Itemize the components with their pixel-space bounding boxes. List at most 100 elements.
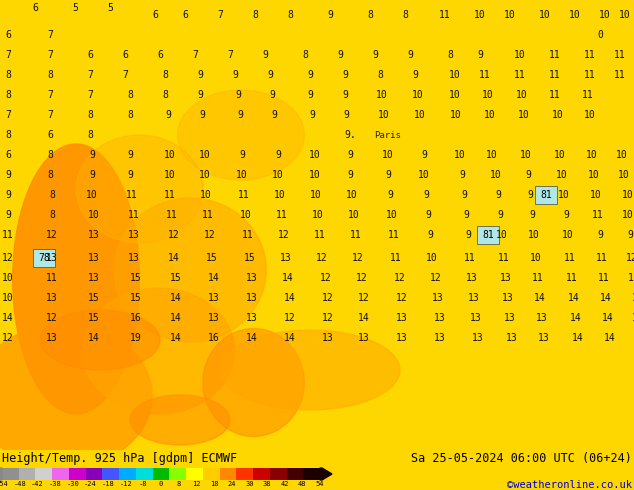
- Bar: [69, 468, 86, 480]
- Text: -24: -24: [84, 481, 97, 487]
- Text: 7: 7: [47, 110, 53, 120]
- Text: 10: 10: [2, 273, 14, 283]
- Text: 9: 9: [267, 70, 273, 80]
- Text: 11: 11: [582, 90, 594, 100]
- Text: 10: 10: [376, 90, 388, 100]
- Text: 13: 13: [246, 273, 258, 283]
- Text: 10: 10: [496, 230, 508, 240]
- Text: 9: 9: [237, 110, 243, 120]
- Text: 10: 10: [588, 170, 600, 180]
- Text: 11: 11: [614, 50, 626, 60]
- Text: 13: 13: [46, 293, 58, 303]
- Text: 13: 13: [46, 253, 58, 263]
- Text: 16: 16: [130, 313, 142, 323]
- Text: 13: 13: [434, 333, 446, 343]
- Text: 13: 13: [500, 273, 512, 283]
- Text: 15: 15: [170, 273, 182, 283]
- Text: 13: 13: [128, 253, 140, 263]
- Text: 7: 7: [5, 110, 11, 120]
- Text: 9: 9: [127, 150, 133, 160]
- Text: 48: 48: [298, 481, 307, 487]
- Text: 54: 54: [316, 481, 324, 487]
- Text: 12: 12: [396, 293, 408, 303]
- Text: 10: 10: [346, 190, 358, 200]
- Text: 12: 12: [192, 481, 200, 487]
- Ellipse shape: [178, 90, 304, 180]
- Text: 8: 8: [49, 210, 55, 220]
- Text: 6: 6: [157, 50, 163, 60]
- Text: 10: 10: [599, 10, 611, 20]
- Text: 12: 12: [46, 313, 58, 323]
- Text: 11: 11: [564, 253, 576, 263]
- Text: 10: 10: [272, 170, 284, 180]
- Text: 14: 14: [168, 253, 180, 263]
- Text: 10: 10: [518, 110, 530, 120]
- Text: 9: 9: [387, 190, 393, 200]
- Text: 10: 10: [504, 10, 516, 20]
- Text: 13: 13: [280, 253, 292, 263]
- Text: 13: 13: [466, 273, 478, 283]
- Text: 15: 15: [130, 273, 142, 283]
- Text: 0: 0: [159, 481, 163, 487]
- Text: 12: 12: [204, 230, 216, 240]
- Text: 10: 10: [88, 210, 100, 220]
- Text: 8: 8: [49, 190, 55, 200]
- Text: 12: 12: [322, 293, 334, 303]
- Text: 7: 7: [87, 90, 93, 100]
- Text: 7: 7: [227, 50, 233, 60]
- Text: 9: 9: [199, 110, 205, 120]
- Text: 9: 9: [427, 230, 433, 240]
- Bar: [86, 468, 103, 480]
- Text: 6: 6: [32, 3, 38, 13]
- Text: 8: 8: [176, 481, 181, 487]
- Text: 8: 8: [5, 130, 11, 140]
- FancyBboxPatch shape: [33, 249, 55, 267]
- Text: 9: 9: [527, 190, 533, 200]
- Text: 6: 6: [152, 10, 158, 20]
- Text: 9: 9: [385, 170, 391, 180]
- Text: 11: 11: [628, 273, 634, 283]
- Text: 11: 11: [498, 253, 510, 263]
- Text: 14: 14: [534, 293, 546, 303]
- Text: 10: 10: [556, 170, 568, 180]
- Text: 14: 14: [208, 273, 220, 283]
- Text: 9: 9: [127, 170, 133, 180]
- Text: 10: 10: [584, 110, 596, 120]
- Text: -48: -48: [13, 481, 26, 487]
- Text: 9: 9: [307, 70, 313, 80]
- Text: 9: 9: [197, 70, 203, 80]
- Text: 13: 13: [504, 313, 516, 323]
- Text: -18: -18: [101, 481, 114, 487]
- Text: 9: 9: [347, 150, 353, 160]
- Text: 10: 10: [236, 170, 248, 180]
- Text: 11: 11: [598, 273, 610, 283]
- Text: 8: 8: [287, 10, 293, 20]
- Text: 10: 10: [530, 253, 542, 263]
- Text: 9: 9: [529, 210, 535, 220]
- Text: 11: 11: [276, 210, 288, 220]
- Text: 14: 14: [572, 333, 584, 343]
- Text: 8: 8: [5, 90, 11, 100]
- Text: 11: 11: [238, 190, 250, 200]
- Text: 11: 11: [566, 273, 578, 283]
- Text: -42: -42: [31, 481, 44, 487]
- Text: 10: 10: [86, 190, 98, 200]
- Text: 8: 8: [377, 70, 383, 80]
- Text: 9: 9: [477, 50, 483, 60]
- Text: 9: 9: [372, 50, 378, 60]
- Text: 9: 9: [347, 170, 353, 180]
- Text: 12: 12: [2, 253, 14, 263]
- Text: 10: 10: [590, 190, 602, 200]
- Text: 13: 13: [396, 313, 408, 323]
- Text: 7: 7: [47, 50, 53, 60]
- Text: 13: 13: [128, 230, 140, 240]
- Text: 13: 13: [502, 293, 514, 303]
- Text: Sa 25-05-2024 06:00 UTC (06+24): Sa 25-05-2024 06:00 UTC (06+24): [411, 451, 632, 465]
- Text: 9: 9: [269, 90, 275, 100]
- Text: 9: 9: [307, 90, 313, 100]
- Text: 14: 14: [604, 333, 616, 343]
- Bar: [303, 468, 320, 480]
- Text: 10: 10: [449, 90, 461, 100]
- Text: 11: 11: [126, 190, 138, 200]
- Text: 78: 78: [38, 253, 50, 263]
